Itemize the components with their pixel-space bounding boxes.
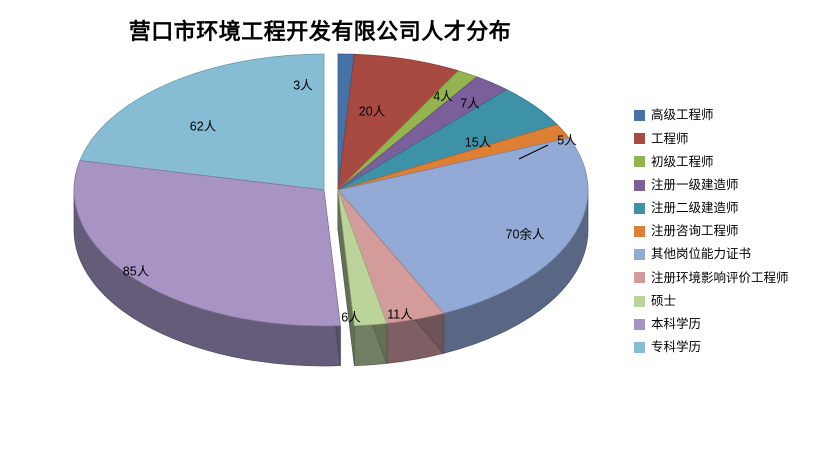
chart-title: 营口市环境工程开发有限公司人才分布	[128, 19, 512, 44]
legend-color-swatch	[634, 249, 645, 261]
legend-item-label: 本科学历	[651, 317, 702, 332]
pie-data-label: 6人	[341, 310, 361, 324]
legend-color-swatch	[634, 156, 645, 168]
legend-item-label: 注册二级建造师	[651, 201, 739, 216]
legend-item[interactable]: 注册二级建造师	[634, 197, 818, 220]
pie-data-label: 3人	[293, 78, 313, 92]
legend-color-swatch	[634, 202, 645, 214]
pie-data-label: 20人	[359, 104, 386, 118]
pie-data-label: 15人	[465, 135, 492, 149]
pie-slice[interactable]	[337, 137, 589, 314]
pie-data-label: 11人	[387, 307, 413, 321]
legend-item[interactable]: 高级工程师	[634, 104, 818, 127]
legend-item-label: 高级工程师	[651, 108, 714, 123]
data-label-leader-line	[518, 144, 549, 160]
legend-color-swatch	[634, 226, 645, 238]
legend-color-swatch	[634, 110, 645, 122]
legend-item[interactable]: 注册咨询工程师	[634, 220, 818, 243]
legend-item[interactable]: 注册环境影响评价工程师	[634, 266, 818, 289]
legend-item-label: 专科学历	[651, 340, 702, 355]
legend-item-label: 硕士	[651, 293, 677, 308]
pie-slice[interactable]	[73, 160, 341, 327]
pie-data-label: 5人	[557, 133, 577, 147]
legend-item-label: 注册环境影响评价工程师	[651, 270, 789, 285]
legend-color-swatch	[634, 295, 645, 307]
legend-color-swatch	[634, 318, 645, 330]
pie-3d-tops	[73, 53, 589, 327]
pie-chart-canvas: 3人 20人 4人 7人 15人 5人 70余人 11人 6人 85人 62人	[73, 53, 589, 367]
legend-item-label: 注册一级建造师	[651, 177, 739, 192]
legend-item[interactable]: 其他岗位能力证书	[634, 243, 818, 266]
legend-item[interactable]: 本科学历	[634, 313, 818, 336]
pie-data-label: 62人	[190, 119, 217, 133]
pie-data-label: 85人	[123, 264, 150, 278]
legend-item-label: 初级工程师	[651, 154, 714, 169]
pie-data-label: 4人	[433, 89, 453, 103]
legend-item-label: 工程师	[651, 131, 689, 146]
legend-item[interactable]: 初级工程师	[634, 150, 818, 173]
pie-data-label: 70余人	[506, 226, 545, 241]
pie-data-label: 7人	[460, 96, 480, 110]
legend-item-label: 其他岗位能力证书	[651, 247, 752, 262]
pie-leader-lines	[518, 144, 549, 160]
legend-item[interactable]: 硕士	[634, 290, 818, 313]
legend-color-swatch	[634, 179, 645, 191]
pie-slice[interactable]	[79, 53, 325, 191]
legend-item[interactable]: 专科学历	[634, 336, 818, 359]
chart-legend: 高级工程师工程师初级工程师注册一级建造师 注册二级建造师 注册咨询工程师 其他岗位能力…	[634, 104, 818, 359]
legend-color-swatch	[634, 133, 645, 145]
legend-color-swatch	[634, 272, 645, 284]
pie-data-labels: 3人 20人 4人 7人 15人 5人 70余人 11人 6人 85人 62人	[123, 78, 577, 324]
pie-slice[interactable]	[337, 53, 460, 192]
pie-slice[interactable]	[337, 189, 388, 327]
legend-item[interactable]: 工程师	[634, 127, 818, 150]
legend-item[interactable]: 注册一级建造师	[634, 174, 818, 197]
legend-color-swatch	[634, 341, 645, 353]
legend-item-label: 注册咨询工程师	[651, 224, 739, 239]
